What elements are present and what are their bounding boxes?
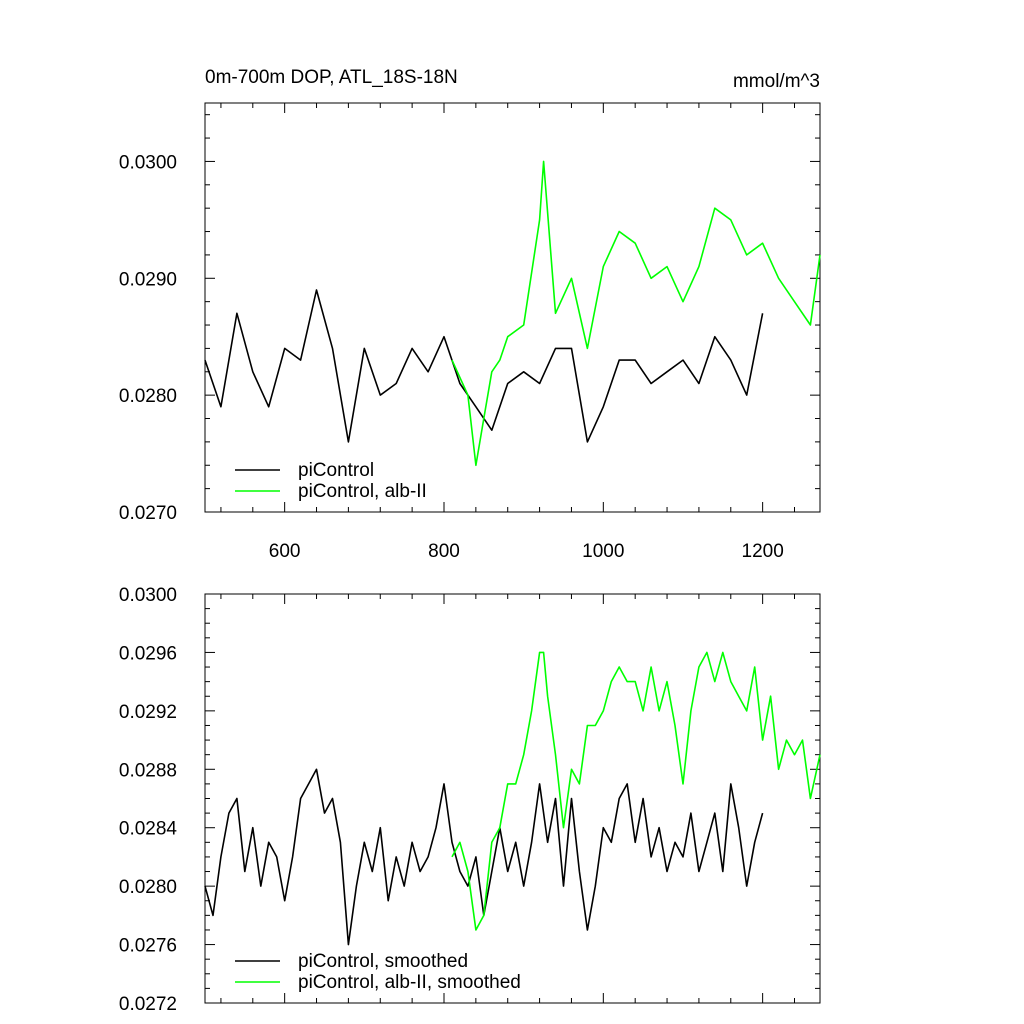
x-tick-label: 800: [428, 541, 460, 562]
legend-label: piControl, smoothed: [298, 951, 468, 972]
series-line-alb-ii: [451, 160, 821, 467]
y-tick-label: 0.0288: [119, 760, 177, 781]
y-tick-label: 0.0272: [119, 994, 177, 1015]
y-tick-label: 0.0280: [119, 877, 177, 898]
legend-label: piControl: [298, 460, 374, 481]
x-tick-label: 1200: [742, 541, 784, 562]
y-tick-label: 0.0284: [119, 819, 178, 840]
y-tick-label: 0.0300: [119, 152, 177, 173]
y-tick-label: 0.0276: [119, 936, 177, 957]
y-tick-label: 0.0300: [119, 585, 177, 606]
series-line-alb-ii: [451, 651, 821, 931]
y-tick-label: 0.0270: [119, 503, 177, 524]
x-tick-label: 600: [269, 541, 301, 562]
chart-panel-2: 0.0272 0.0276 0.0280 0.0284 0.0288 0.0292 0.02…: [119, 585, 821, 1015]
legend-label: piControl, alb-II: [298, 481, 427, 502]
y-tick-label: 0.0296: [119, 643, 177, 664]
chart-title: 0m-700m DOP, ATL_18S-18N: [205, 67, 458, 88]
y-tick-label: 0.0290: [119, 269, 177, 290]
plot-frame: [204, 102, 821, 513]
chart-panel-1: 600 800 1000 1200 0.0270 0.0280 0.0290 0.0300 0m…: [119, 67, 821, 562]
legend-label: piControl, alb-II, smoothed: [298, 972, 521, 993]
units-label: mmol/m^3: [733, 71, 820, 92]
plot-frame: [204, 593, 821, 1004]
x-tick-label: 1000: [582, 541, 624, 562]
y-tick-label: 0.0292: [119, 702, 177, 723]
y-tick-label: 0.0280: [119, 386, 177, 407]
series-line-picontrol: [204, 768, 764, 946]
